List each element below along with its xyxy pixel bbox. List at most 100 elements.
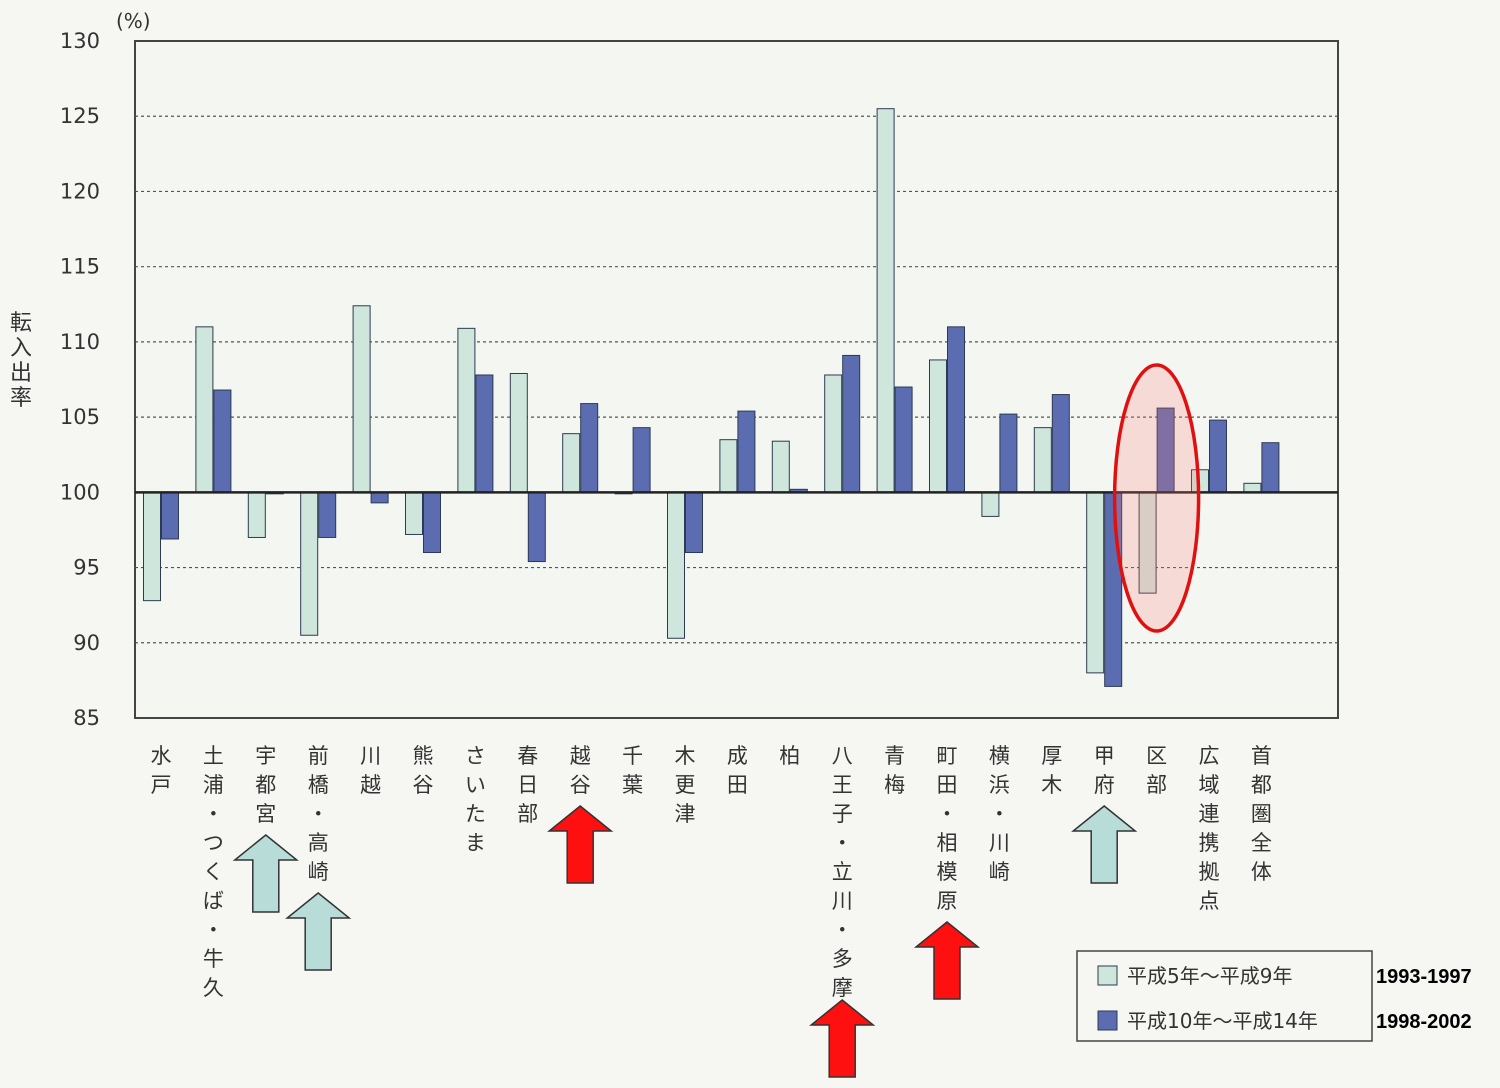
y-unit-label: (%)	[116, 9, 151, 33]
bar-1998-2002	[161, 491, 179, 540]
category-label-char: ・	[308, 802, 329, 826]
category-label-char: 区	[1146, 744, 1167, 768]
category-label: 町田・相模原	[937, 744, 958, 913]
up-arrow-icon	[232, 834, 299, 913]
category-label-char: 戸	[151, 773, 172, 797]
category-label: 春日部	[517, 744, 538, 826]
bar-1993-1997	[1033, 427, 1052, 493]
category-label-char: 王	[832, 773, 853, 797]
category-label: 前橋・高崎	[308, 744, 329, 884]
category-label-char: 部	[517, 802, 538, 826]
legend-label: 平成5年～平成9年	[1127, 964, 1292, 988]
category-label-char: 相	[937, 831, 958, 855]
category-label-char: 模	[937, 860, 958, 884]
category-label-char: 青	[884, 744, 905, 768]
bar-1998-2002	[318, 491, 337, 538]
category-label-char: 浜	[989, 773, 1010, 797]
bar-1998-2002	[527, 491, 546, 563]
category-label-char: 宇	[255, 744, 276, 768]
category-label-char: 津	[675, 802, 696, 826]
y-tick-label: 115	[60, 255, 100, 279]
bar-1998-2002	[632, 427, 651, 493]
category-label: 八王子・立川・多摩	[832, 744, 853, 1000]
bar-1998-2002	[1051, 394, 1070, 493]
category-label-char: 木	[1041, 773, 1062, 797]
bar-1998-2002	[947, 326, 965, 493]
category-label-char: 木	[675, 744, 696, 768]
legend: 平成5年～平成9年 1993-1997 平成10年～平成14年 1998-2002	[1076, 950, 1472, 1042]
bar-1998-2002	[370, 491, 389, 504]
bar-1993-1997	[247, 491, 266, 538]
bar-1998-2002	[685, 491, 703, 554]
bar-1993-1997	[981, 491, 1000, 517]
category-label-char: 拠	[1199, 860, 1220, 884]
arrow-markers	[232, 805, 1138, 1078]
category-label: 成田	[727, 744, 748, 797]
category-label-char: い	[465, 773, 486, 797]
category-label-char: 日	[517, 773, 538, 797]
category-label-char: 体	[1251, 860, 1272, 884]
up-arrow-icon	[809, 999, 876, 1078]
up-arrow-icon	[547, 805, 614, 884]
highlight-ellipse	[1112, 363, 1201, 633]
bar-1993-1997	[352, 305, 371, 493]
category-label-char: ・	[989, 802, 1010, 826]
category-label-char: 宮	[255, 802, 276, 826]
bar-1993-1997	[876, 108, 895, 493]
category-label: 土浦・つくば・牛久	[203, 744, 224, 1000]
y-axis-label-char: 入	[10, 336, 32, 361]
y-tick-label: 100	[60, 480, 100, 504]
bar-1998-2002	[1209, 419, 1227, 493]
category-label-char: 首	[1251, 744, 1272, 768]
category-label: 横浜・川崎	[989, 744, 1010, 884]
y-tick-label: 90	[73, 631, 100, 655]
category-label-char: 連	[1199, 802, 1220, 826]
y-axis-label-char: 率	[10, 386, 32, 411]
gridlines	[135, 115, 1338, 644]
bar-1993-1997	[1243, 482, 1262, 493]
category-label-char: ・	[937, 802, 958, 826]
category-label-char: 谷	[413, 773, 434, 797]
category-label-char: 越	[360, 773, 381, 797]
category-label: 青梅	[884, 744, 905, 797]
category-label-char: 熊	[413, 744, 434, 768]
y-tick-label: 120	[60, 179, 100, 203]
category-label-char: 原	[937, 889, 958, 913]
category-label-char: 部	[1146, 773, 1167, 797]
category-label-char: ・	[832, 918, 853, 942]
category-label-char: ・	[832, 831, 853, 855]
category-label: 熊谷	[413, 744, 434, 797]
category-label-char: 前	[308, 744, 329, 768]
y-tick-label: 85	[73, 706, 100, 730]
category-label-char: 川	[989, 831, 1010, 855]
y-tick-label: 95	[73, 556, 100, 580]
category-label-char: 田	[937, 773, 958, 797]
category-label-char: 成	[727, 744, 748, 768]
category-label-char: 橋	[308, 773, 329, 797]
bar-1998-2002	[894, 386, 913, 493]
category-label-char: 田	[727, 773, 748, 797]
category-label-char: 更	[675, 773, 696, 797]
category-label-char: 全	[1251, 831, 1272, 855]
y-tick-labels: 85 90 95 100 105 110 115 120 125 130	[60, 29, 100, 730]
category-label-char: 崎	[308, 860, 329, 884]
category-label-char: 厚	[1041, 744, 1062, 768]
category-label: 宇都宮	[255, 744, 276, 826]
bar-1993-1997	[824, 374, 843, 493]
category-label: 水戸	[151, 744, 172, 797]
category-label-char: 都	[1251, 773, 1272, 797]
category-label-char: 立	[832, 860, 853, 884]
y-tick-label: 130	[60, 29, 100, 53]
bar-1993-1997	[719, 439, 738, 493]
category-label: 区部	[1146, 744, 1167, 797]
up-arrow-icon	[913, 921, 981, 1000]
up-arrow-icon	[1071, 805, 1138, 884]
category-label-char: 横	[989, 744, 1010, 768]
category-label-char: 浦	[203, 773, 224, 797]
legend-label: 平成10年～平成14年	[1127, 1009, 1318, 1033]
category-label: 千葉	[622, 744, 643, 797]
bar-1993-1997	[405, 491, 423, 535]
